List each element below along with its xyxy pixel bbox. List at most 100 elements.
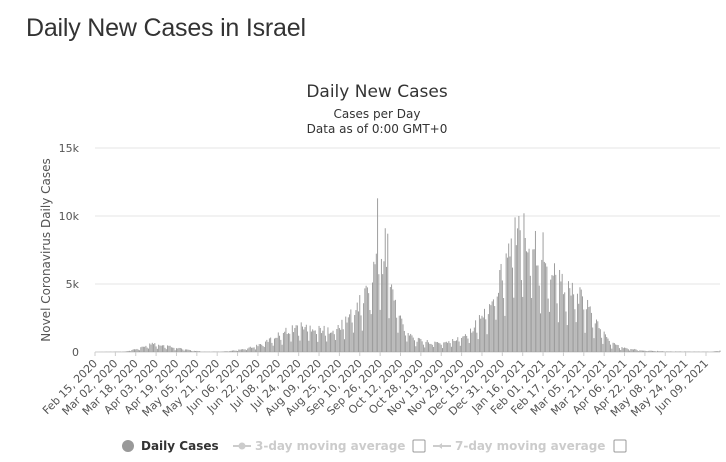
bar-daily-cases[interactable] <box>475 320 477 352</box>
bar-daily-cases[interactable] <box>307 331 309 352</box>
bar-daily-cases[interactable] <box>237 351 239 352</box>
bar-daily-cases[interactable] <box>294 327 296 352</box>
bar-daily-cases[interactable] <box>378 274 380 352</box>
bar-daily-cases[interactable] <box>289 333 291 352</box>
bar-daily-cases[interactable] <box>559 269 561 352</box>
bar-daily-cases[interactable] <box>640 350 642 352</box>
bar-daily-cases[interactable] <box>459 345 461 352</box>
bar-daily-cases[interactable] <box>648 350 650 352</box>
bar-daily-cases[interactable] <box>547 298 549 352</box>
bar-daily-cases[interactable] <box>326 341 328 353</box>
bar-daily-cases[interactable] <box>433 346 435 352</box>
bar-daily-cases[interactable] <box>333 334 335 352</box>
bar-daily-cases[interactable] <box>330 332 331 352</box>
bar-daily-cases[interactable] <box>251 347 253 352</box>
bar-daily-cases[interactable] <box>232 350 233 352</box>
bar-daily-cases[interactable] <box>718 351 720 352</box>
bar-daily-cases[interactable] <box>417 337 419 352</box>
bar-daily-cases[interactable] <box>635 349 637 352</box>
bar-daily-cases[interactable] <box>568 281 569 352</box>
bar-daily-cases[interactable] <box>177 348 179 352</box>
bar-daily-cases[interactable] <box>391 284 393 353</box>
bar-daily-cases[interactable] <box>590 312 592 352</box>
bar-daily-cases[interactable] <box>369 310 371 352</box>
bar-daily-cases[interactable] <box>618 348 620 352</box>
bar-daily-cases[interactable] <box>360 315 362 352</box>
bar-daily-cases[interactable] <box>510 238 512 352</box>
bar-daily-cases[interactable] <box>470 328 471 352</box>
bar-daily-cases[interactable] <box>163 345 165 352</box>
bar-daily-cases[interactable] <box>658 351 660 352</box>
bar-daily-cases[interactable] <box>582 296 583 352</box>
bar-daily-cases[interactable] <box>562 294 564 352</box>
bar-daily-cases[interactable] <box>435 342 437 352</box>
bar-daily-cases[interactable] <box>191 350 193 352</box>
bar-daily-cases[interactable] <box>270 337 272 352</box>
bar-daily-cases[interactable] <box>445 341 447 352</box>
bar-daily-cases[interactable] <box>174 350 176 352</box>
bar-daily-cases[interactable] <box>189 350 191 352</box>
bar-daily-cases[interactable] <box>184 349 186 352</box>
bar-daily-cases[interactable] <box>314 330 316 352</box>
bar-daily-cases[interactable] <box>579 287 581 352</box>
bar-daily-cases[interactable] <box>364 288 366 352</box>
bar-daily-cases[interactable] <box>361 330 363 352</box>
bar-daily-cases[interactable] <box>359 295 361 352</box>
bar-daily-cases[interactable] <box>512 267 513 352</box>
bar-daily-cases[interactable] <box>677 351 679 353</box>
bar-daily-cases[interactable] <box>302 326 303 352</box>
bar-daily-cases[interactable] <box>503 298 505 352</box>
bar-daily-cases[interactable] <box>602 343 604 352</box>
bar-daily-cases[interactable] <box>668 351 670 352</box>
bar-daily-cases[interactable] <box>654 351 656 352</box>
bar-daily-cases[interactable] <box>476 332 478 352</box>
bar-daily-cases[interactable] <box>233 350 235 352</box>
bar-daily-cases[interactable] <box>267 341 269 352</box>
bar-daily-cases[interactable] <box>256 344 258 352</box>
bar-daily-cases[interactable] <box>282 333 284 352</box>
bar-daily-cases[interactable] <box>403 330 405 352</box>
bar-daily-cases[interactable] <box>542 232 544 352</box>
bar-daily-cases[interactable] <box>506 257 508 352</box>
bar-daily-cases[interactable] <box>373 261 375 352</box>
bar-daily-cases[interactable] <box>578 303 580 352</box>
bar-daily-cases[interactable] <box>354 315 356 352</box>
bar-daily-cases[interactable] <box>599 329 601 352</box>
bar-daily-cases[interactable] <box>508 243 510 353</box>
bar-daily-cases[interactable] <box>527 252 529 352</box>
bar-daily-cases[interactable] <box>280 339 282 352</box>
bar-daily-cases[interactable] <box>515 245 517 352</box>
bar-daily-cases[interactable] <box>666 351 668 352</box>
bar-daily-cases[interactable] <box>442 348 443 352</box>
bar-daily-cases[interactable] <box>603 331 605 352</box>
bar-daily-cases[interactable] <box>639 350 641 352</box>
bar-daily-cases[interactable] <box>263 346 265 352</box>
bar-daily-cases[interactable] <box>408 335 410 352</box>
bar-daily-cases[interactable] <box>604 334 606 352</box>
bar-daily-cases[interactable] <box>410 333 412 352</box>
bar-daily-cases[interactable] <box>608 340 610 352</box>
bar-daily-cases[interactable] <box>485 319 487 352</box>
bar-daily-cases[interactable] <box>290 341 292 352</box>
bar-daily-cases[interactable] <box>239 349 241 352</box>
bar-daily-cases[interactable] <box>569 288 571 352</box>
bar-daily-cases[interactable] <box>318 325 320 352</box>
bar-daily-cases[interactable] <box>274 338 275 352</box>
bar-daily-cases[interactable] <box>574 309 576 352</box>
bar-daily-cases[interactable] <box>398 315 400 352</box>
bar-daily-cases[interactable] <box>487 314 489 352</box>
bar-daily-cases[interactable] <box>252 347 254 352</box>
bar-daily-cases[interactable] <box>520 280 522 352</box>
bar-daily-cases[interactable] <box>564 292 566 352</box>
bar-daily-cases[interactable] <box>715 351 717 352</box>
bar-daily-cases[interactable] <box>662 351 664 352</box>
bar-daily-cases[interactable] <box>331 332 333 352</box>
legend-item-7day-average[interactable]: 7-day moving average <box>455 439 605 453</box>
bar-daily-cases[interactable] <box>258 344 260 352</box>
bar-daily-cases[interactable] <box>601 337 603 352</box>
bar-daily-cases[interactable] <box>305 324 307 352</box>
bar-daily-cases[interactable] <box>372 282 373 352</box>
bar-daily-cases[interactable] <box>160 345 162 352</box>
bar-daily-cases[interactable] <box>388 318 390 352</box>
bar-daily-cases[interactable] <box>444 342 446 352</box>
